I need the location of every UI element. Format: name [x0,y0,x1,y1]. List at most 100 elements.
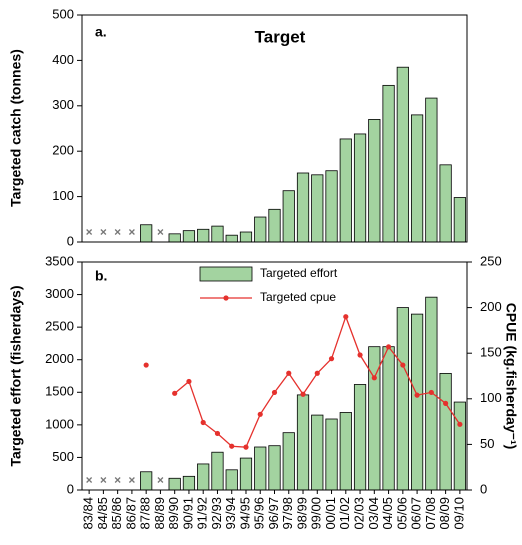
y-tick-label: 2000 [45,351,74,366]
x-tick-label: 08/09 [437,497,452,530]
bar [282,432,295,491]
point [385,344,392,350]
point [443,400,449,406]
bar [197,228,210,243]
x-tick-label: 98/99 [294,497,309,530]
panel-label: b. [95,268,107,284]
y-tick-label: 3500 [45,253,74,268]
no-data-marker [100,477,107,483]
no-data-marker [128,229,135,235]
y-tick-label: 300 [52,97,74,112]
point [300,391,306,397]
no-data-marker [100,229,107,235]
point [328,356,335,362]
x-tick-label: 83/84 [81,497,96,530]
bar [368,119,381,243]
y2-tick-label: 50 [480,436,494,451]
bar [325,418,338,491]
bar [225,469,238,491]
x-tick-label: 88/89 [152,497,167,530]
bar [339,412,352,491]
bar [396,307,409,491]
bar [296,394,310,491]
point [172,390,178,396]
no-data-marker [128,477,135,483]
bar [396,66,409,243]
x-tick-label: 93/94 [223,497,238,530]
bar [439,164,452,243]
bar [211,225,224,243]
point [257,411,263,417]
point [371,375,377,381]
point [214,430,221,437]
bar [339,138,352,243]
bar [254,216,267,243]
bar [268,208,281,243]
y-tick-label: 1000 [45,416,74,431]
x-tick-label: 91/92 [195,497,210,530]
x-tick-label: 00/01 [323,497,338,530]
legend-swatch [223,295,229,301]
bar [311,174,324,243]
bar [382,84,395,243]
bar [168,477,181,491]
point [271,389,278,396]
bar [353,384,367,491]
no-data-marker [157,477,164,483]
bar [296,172,310,243]
bar [425,97,438,243]
point [143,362,149,368]
x-tick-label: 01/02 [337,497,352,530]
x-tick-label: 87/88 [138,497,153,530]
y-tick-label: 3000 [45,286,74,301]
bar [239,457,253,491]
y-tick-label: 500 [52,449,74,464]
x-tick-label: 90/91 [180,497,195,530]
no-data-marker [114,477,121,483]
bar [239,231,253,243]
point [229,443,235,449]
bar [439,372,452,491]
y-tick-label: 0 [67,481,74,496]
legend-label: Targeted cpue [260,290,336,304]
point [200,419,206,426]
y-tick-label: 100 [52,188,74,203]
no-data-marker [86,477,93,483]
y2-tick-label: 0 [480,481,487,496]
x-tick-label: 96/97 [266,497,281,530]
x-tick-label: 09/10 [451,497,466,530]
bar [268,445,281,491]
y-tick-label: 500 [52,6,74,21]
bar [140,224,153,243]
y2-tick-label: 150 [480,345,502,360]
bar [325,170,338,243]
point [286,370,292,376]
y-tick-label: 1500 [45,384,74,399]
x-tick-label: 84/85 [95,497,110,530]
point [343,314,349,320]
x-tick-label: 06/07 [409,497,424,530]
x-tick-label: 94/95 [237,497,252,530]
point [414,392,420,398]
x-tick-label: 95/96 [252,497,267,530]
bar [353,133,367,243]
y-tick-label: 2500 [45,319,74,334]
bar [140,471,153,491]
y-tick-label: 400 [52,52,74,67]
x-tick-label: 89/90 [166,497,181,530]
bar [282,190,295,243]
y2-tick-label: 250 [480,253,502,268]
y-axis-label: Targeted catch (tonnes) [8,49,24,207]
point [400,362,406,368]
plot-frame [81,14,468,243]
bar [211,451,224,491]
bar [382,346,395,491]
x-tick-label: 05/06 [394,497,409,530]
bar [410,313,424,491]
y-tick-label: 0 [67,233,74,248]
x-tick-label: 03/04 [366,497,381,530]
legend-label: Targeted effort [260,266,338,280]
x-tick-label: 07/08 [423,497,438,530]
x-tick-label: 04/05 [380,497,395,530]
